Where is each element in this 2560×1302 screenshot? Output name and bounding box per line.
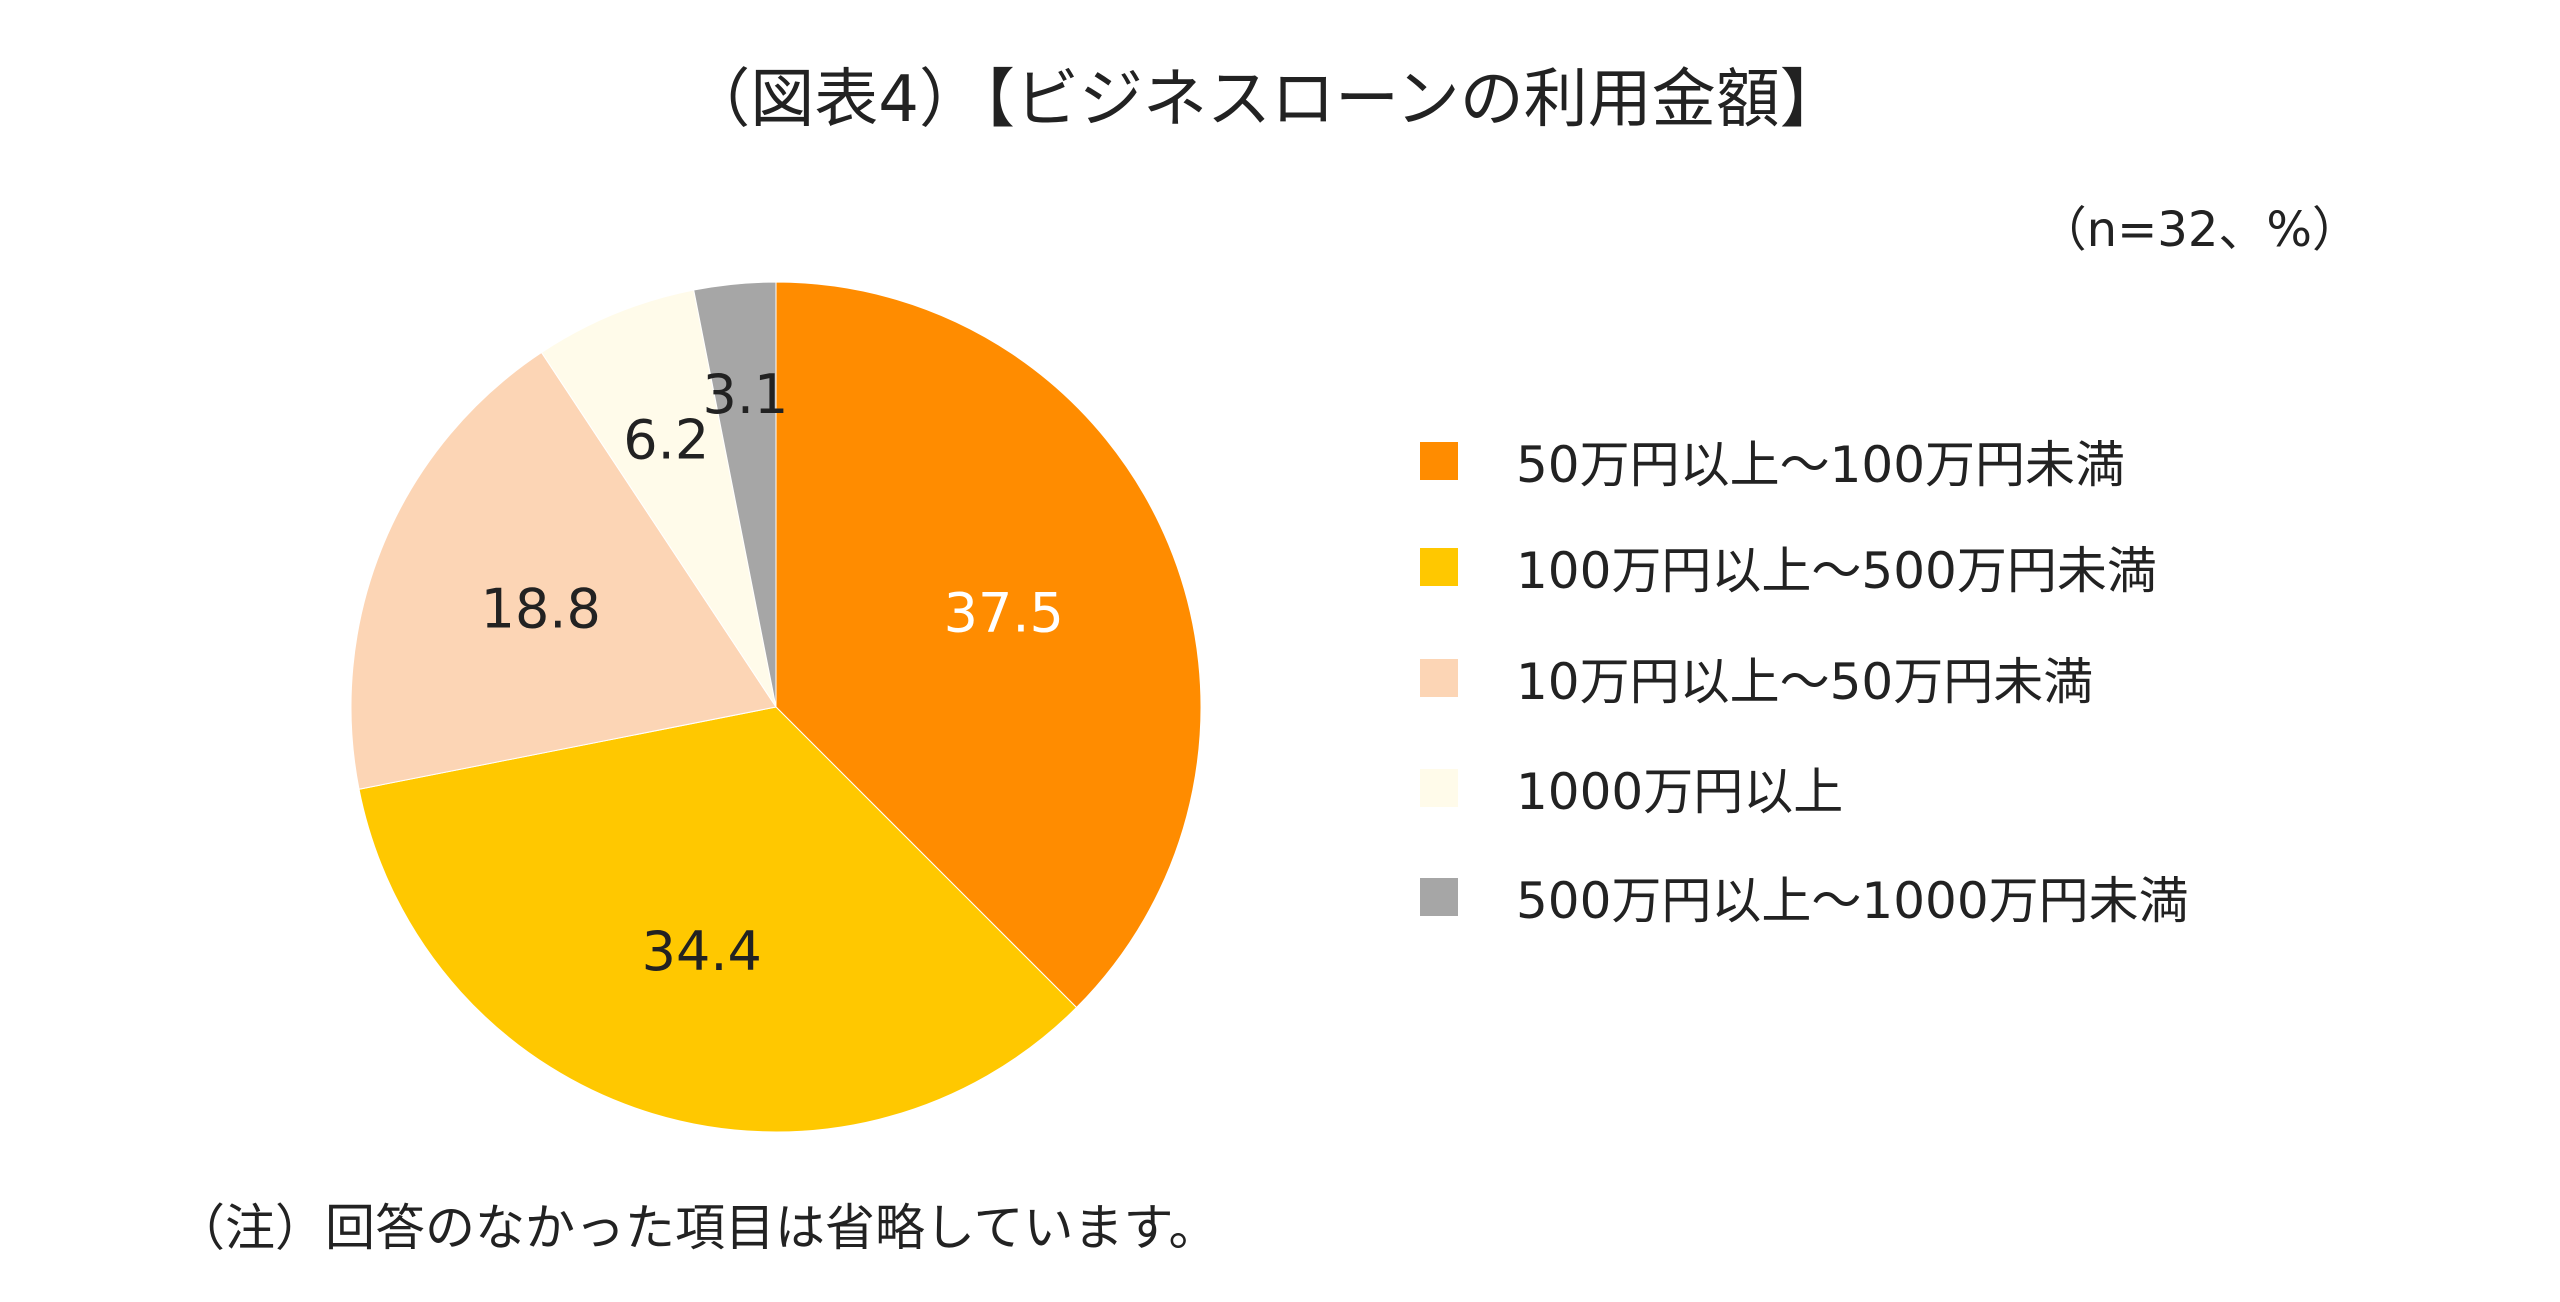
unit-note: （n=32、%）: [2038, 202, 2360, 258]
data-label: 3.1: [702, 363, 788, 426]
legend-item: 1000万円以上: [1420, 752, 1843, 824]
data-label: 37.5: [944, 582, 1064, 645]
legend-swatch: [1420, 442, 1458, 480]
pie-slice: [693, 281, 777, 708]
legend-label: 500万円以上～1000万円未満: [1516, 872, 2189, 930]
pie-slice: [540, 289, 777, 708]
pie-slice: [350, 351, 777, 790]
chart-title: （図表4）【ビジネスローンの利用金額】: [686, 63, 1844, 137]
legend-swatch: [1420, 878, 1458, 916]
legend-swatch: [1420, 769, 1458, 807]
pie-slice: [775, 281, 1202, 1009]
legend-label: 50万円以上～100万円未満: [1516, 436, 2126, 494]
legend-item: 50万円以上～100万円未満: [1420, 425, 2125, 497]
legend-label: 100万円以上～500万円未満: [1516, 542, 2157, 600]
legend-item: 500万円以上～1000万円未満: [1420, 861, 2189, 933]
legend-item: 10万円以上～50万円未満: [1420, 642, 2093, 714]
data-label: 18.8: [481, 578, 601, 641]
legend-label: 10万円以上～50万円未満: [1516, 653, 2094, 711]
data-label: 34.4: [642, 920, 762, 983]
legend-swatch: [1420, 659, 1458, 697]
pie-slice: [358, 706, 1078, 1133]
legend-item: 100万円以上～500万円未満: [1420, 531, 2157, 603]
data-label: 6.2: [623, 409, 709, 472]
footnote: （注）回答のなかった項目は省略しています。: [175, 1199, 1219, 1257]
legend-swatch: [1420, 548, 1458, 586]
legend-label: 1000万円以上: [1516, 763, 1844, 821]
